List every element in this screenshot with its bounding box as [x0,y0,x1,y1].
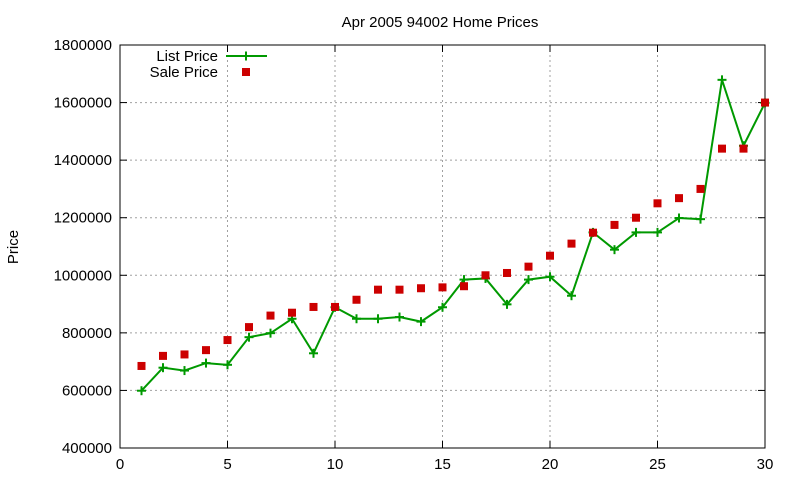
series-sale-price [137,98,769,370]
list-price-point [266,328,275,338]
sale-price-point [653,199,662,208]
sale-price-point [159,351,167,360]
sale-price-point [331,302,339,311]
sale-price-point [266,311,275,320]
sale-price-point [438,283,447,292]
sale-price-point [395,285,404,294]
x-tick-label: 30 [757,456,774,473]
list-price-point [395,312,404,322]
sale-price-point [675,194,683,203]
list-price-point [416,317,426,327]
sale-price-point [223,336,232,345]
x-tick-label: 0 [116,456,124,473]
list-price-point [696,214,705,224]
sale-price-point [481,271,490,280]
y-tick-label: 1800000 [54,37,112,54]
list-price-point [180,366,189,376]
list-price-point [158,363,168,373]
list-price-point [373,314,383,324]
list-price-point [502,299,512,309]
grid-lines [120,45,765,448]
sale-price-point [460,282,468,291]
list-price-point [524,275,533,285]
list-price-point [717,75,727,85]
y-tick-label: 1600000 [54,95,112,112]
list-price-point [545,272,555,282]
legend-plus-marker [241,51,251,61]
list-price-point [137,386,146,396]
y-tick-label: 1400000 [54,152,112,169]
x-tick-label: 5 [223,456,231,473]
sale-price-point [309,302,318,311]
sale-price-point [288,308,296,317]
sale-price-point [546,251,554,260]
list-price-point [223,360,232,370]
legend-square-marker [242,68,250,76]
sale-price-point [567,239,576,248]
list-price-line [140,79,766,392]
list-price-point [201,358,211,368]
list-price-point [610,245,619,255]
sale-price-point [180,350,189,359]
x-tick-label: 10 [327,456,344,473]
y-tick-label: 1000000 [54,267,112,284]
sale-price-point [417,284,425,293]
y-tick-label: 800000 [62,325,112,342]
sale-price-point [696,184,705,193]
sale-price-point [761,98,769,107]
y-tick-label: 1200000 [54,210,112,227]
sale-price-point [202,346,210,355]
sale-price-point [245,323,253,332]
sale-price-point [524,262,533,271]
sale-price-point [632,213,640,222]
list-price-point [567,291,576,301]
list-price-point [438,302,447,312]
list-price-point [674,213,684,223]
axis-ticks: 0 5 10 15 20 25 30 400000 600000 800000 1000000 120… [54,37,774,473]
list-price-point [309,348,318,358]
list-price-point [631,227,641,237]
sale-price-point [718,144,726,153]
y-tick-label: 400000 [62,440,112,457]
sale-price-point [739,144,748,153]
legend-entry: Sale Price [150,64,250,81]
legend-label: Sale Price [150,64,218,81]
x-tick-label: 25 [649,456,666,473]
sale-price-point [589,228,597,237]
series-list-price [137,75,770,396]
sale-price-point [352,295,361,304]
y-axis-label: Price [5,230,22,264]
x-tick-label: 20 [542,456,559,473]
data-series [137,75,770,396]
y-tick-label: 600000 [62,382,112,399]
list-price-point [352,314,361,324]
sale-price-point [503,268,511,277]
legend-label: List Price [156,48,218,65]
list-price-point [244,332,254,342]
sale-price-point [374,285,382,294]
chart-title: Apr 2005 94002 Home Prices [342,14,539,31]
list-price-point [653,227,662,237]
sale-price-point [610,220,619,229]
sale-price-point [137,361,146,370]
legend-entry: List Price [156,48,267,65]
x-tick-label: 15 [434,456,451,473]
